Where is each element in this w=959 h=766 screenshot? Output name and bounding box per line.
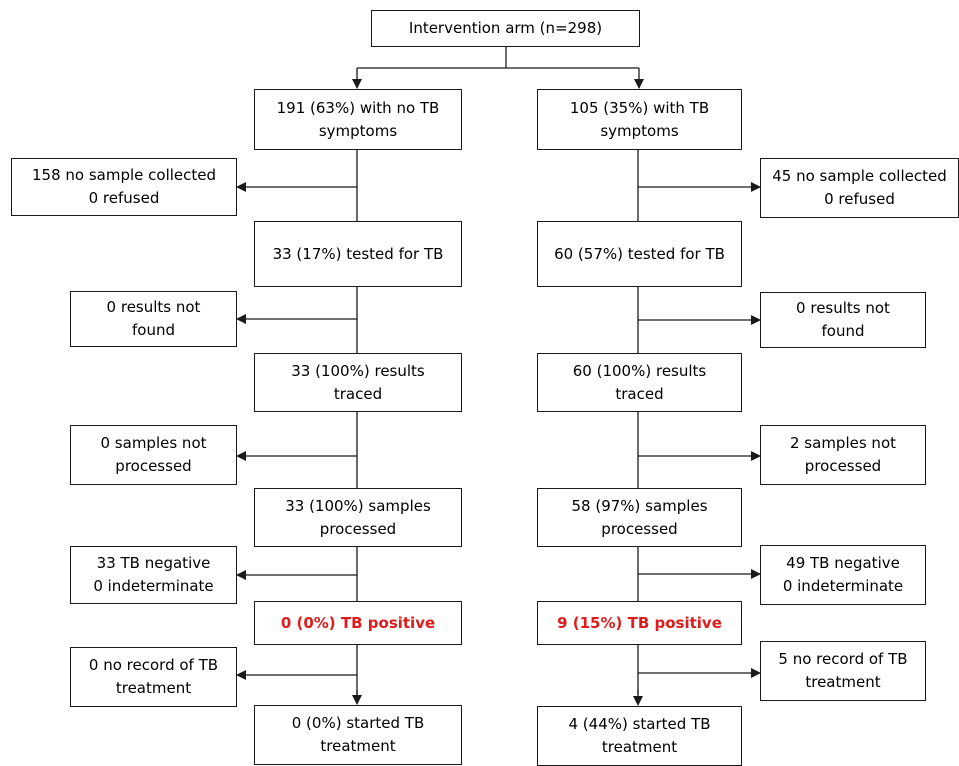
right-positive-label: 9 (15%) TB positive [557, 613, 722, 632]
intervention-arm-box: Intervention arm (n=298) [371, 10, 640, 47]
left-processed-label: 33 (100%) samples processed [285, 496, 431, 538]
left-symptoms-box: 191 (63%) with no TB symptoms [254, 89, 462, 150]
left-excluded-sample-label: 158 no sample collected 0 refused [31, 166, 217, 207]
right-excluded-results-box: 0 results not found [760, 292, 926, 348]
right-started-box: 4 (44%) started TB treatment [537, 706, 742, 766]
right-excluded-negative-label: 49 TB negative 0 indeterminate [782, 554, 904, 595]
left-excluded-results-box: 0 results not found [70, 291, 237, 347]
right-positive-box: 9 (15%) TB positive [537, 601, 742, 645]
right-symptoms-box: 105 (35%) with TB symptoms [537, 89, 742, 150]
right-traced-box: 60 (100%) results traced [537, 353, 742, 412]
left-positive-label: 0 (0%) TB positive [280, 613, 436, 632]
left-excluded-results-label: 0 results not found [106, 298, 201, 339]
right-started-label: 4 (44%) started TB treatment [568, 715, 711, 756]
left-excluded-processing-label: 0 samples not processed [100, 434, 207, 475]
intervention-arm-label: Intervention arm (n=298) [408, 19, 603, 37]
left-tested-box: 33 (17%) tested for TB [254, 221, 462, 287]
right-traced-label: 60 (100%) results traced [572, 361, 707, 403]
right-tested-box: 60 (57%) tested for TB [537, 221, 742, 287]
right-processed-box: 58 (97%) samples processed [537, 488, 742, 547]
right-excluded-processing-label: 2 samples not processed [790, 434, 896, 475]
right-excluded-processing-box: 2 samples not processed [760, 425, 926, 485]
right-excluded-sample-box: 45 no sample collected 0 refused [760, 158, 959, 218]
right-excluded-sample-label: 45 no sample collected 0 refused [772, 167, 947, 208]
right-processed-label: 58 (97%) samples processed [571, 496, 708, 538]
left-traced-box: 33 (100%) results traced [254, 353, 462, 412]
right-excluded-negative-box: 49 TB negative 0 indeterminate [760, 545, 926, 605]
left-started-box: 0 (0%) started TB treatment [254, 705, 462, 765]
left-excluded-treatment-label: 0 no record of TB treatment [88, 656, 219, 697]
left-excluded-negative-box: 33 TB negative 0 indeterminate [70, 546, 237, 604]
left-symptoms-label: 191 (63%) with no TB symptoms [276, 98, 440, 140]
left-excluded-negative-label: 33 TB negative 0 indeterminate [93, 554, 214, 595]
left-traced-label: 33 (100%) results traced [291, 361, 425, 403]
left-processed-box: 33 (100%) samples processed [254, 488, 462, 547]
right-excluded-results-label: 0 results not found [796, 299, 890, 340]
right-symptoms-label: 105 (35%) with TB symptoms [569, 98, 710, 140]
left-excluded-processing-box: 0 samples not processed [70, 425, 237, 485]
right-excluded-treatment-label: 5 no record of TB treatment [778, 650, 908, 691]
left-tested-label: 33 (17%) tested for TB [272, 244, 444, 263]
right-tested-label: 60 (57%) tested for TB [554, 244, 725, 263]
right-excluded-treatment-box: 5 no record of TB treatment [760, 641, 926, 701]
left-excluded-treatment-box: 0 no record of TB treatment [70, 647, 237, 707]
left-positive-box: 0 (0%) TB positive [254, 601, 462, 645]
left-excluded-sample-box: 158 no sample collected 0 refused [11, 158, 237, 216]
left-started-label: 0 (0%) started TB treatment [291, 714, 425, 755]
